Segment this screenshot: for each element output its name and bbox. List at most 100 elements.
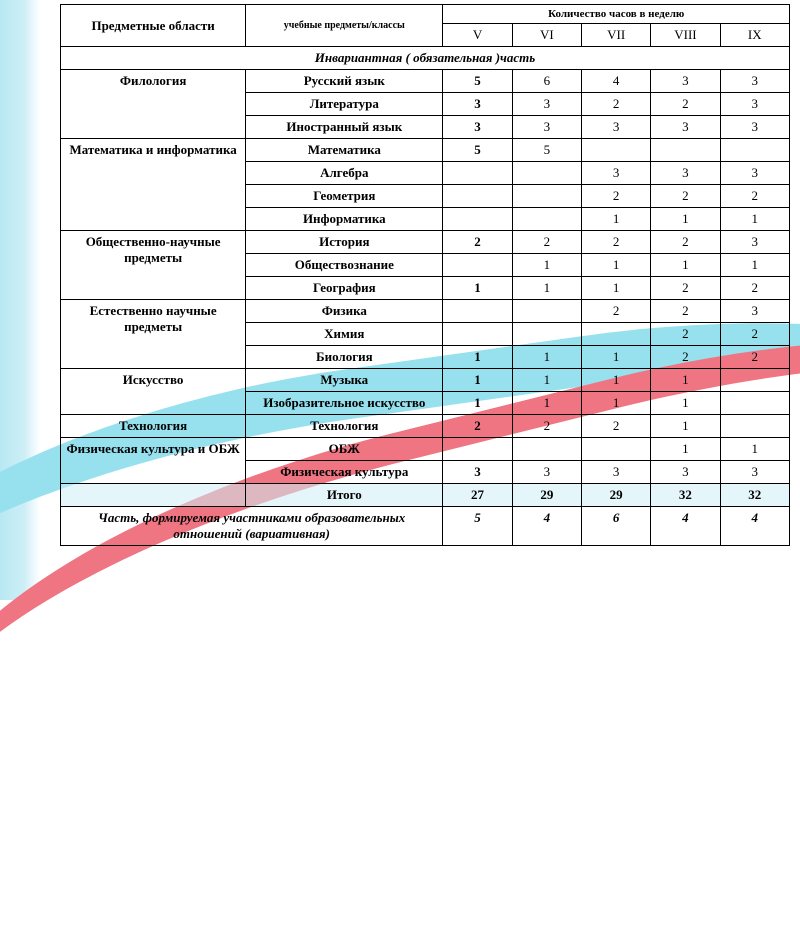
hours-cell: 3 [720, 300, 789, 323]
subject-cell: Физика [246, 300, 443, 323]
hours-cell [443, 208, 512, 231]
table-row: ФилологияРусский язык56433 [61, 70, 790, 93]
hours-cell: 2 [512, 415, 581, 438]
curriculum-table: Предметные областиучебные предметы/класс… [60, 4, 790, 546]
hours-cell: 1 [512, 369, 581, 392]
hours-cell: 2 [651, 93, 720, 116]
hours-cell: 1 [720, 254, 789, 277]
total-hours: 29 [512, 484, 581, 507]
hours-cell: 1 [581, 346, 650, 369]
hours-cell: 6 [512, 70, 581, 93]
variative-hours: 5 [443, 507, 512, 546]
hours-cell: 3 [720, 231, 789, 254]
hours-cell: 2 [720, 323, 789, 346]
hours-cell: 1 [512, 346, 581, 369]
subject-cell: Математика [246, 139, 443, 162]
hours-cell [443, 185, 512, 208]
hours-cell: 2 [651, 277, 720, 300]
area-cell: Математика и информатика [61, 139, 246, 231]
hours-cell: 2 [581, 415, 650, 438]
hours-cell [720, 139, 789, 162]
hours-cell [512, 438, 581, 461]
hours-cell [581, 139, 650, 162]
header-row-1: Предметные областиучебные предметы/класс… [61, 5, 790, 24]
hours-cell: 3 [581, 116, 650, 139]
subject-cell: Изобразительное искусство [246, 392, 443, 415]
area-cell: Филология [61, 70, 246, 139]
hours-cell: 1 [651, 438, 720, 461]
header-area: Предметные области [61, 5, 246, 47]
subject-cell: Обществознание [246, 254, 443, 277]
hours-cell: 2 [720, 277, 789, 300]
subject-cell: Русский язык [246, 70, 443, 93]
hours-cell: 3 [651, 116, 720, 139]
hours-cell: 2 [720, 346, 789, 369]
total-hours: 32 [720, 484, 789, 507]
hours-cell: 2 [581, 231, 650, 254]
subject-cell: Музыка [246, 369, 443, 392]
hours-cell: 2 [581, 300, 650, 323]
hours-cell: 2 [581, 93, 650, 116]
grade-col: V [443, 24, 512, 47]
hours-cell: 2 [651, 185, 720, 208]
hours-cell: 1 [581, 208, 650, 231]
variative-hours: 4 [720, 507, 789, 546]
hours-cell: 3 [443, 461, 512, 484]
hours-cell: 3 [512, 93, 581, 116]
total-area [61, 484, 246, 507]
area-cell: Технология [61, 415, 246, 438]
grade-col: VI [512, 24, 581, 47]
hours-cell: 2 [443, 415, 512, 438]
hours-cell: 3 [720, 93, 789, 116]
hours-cell: 5 [443, 70, 512, 93]
hours-cell: 1 [651, 254, 720, 277]
subject-cell: Литература [246, 93, 443, 116]
variative-hours: 6 [581, 507, 650, 546]
hours-cell [512, 185, 581, 208]
hours-cell: 3 [512, 116, 581, 139]
hours-cell [512, 162, 581, 185]
grade-col: VIII [651, 24, 720, 47]
hours-cell [720, 369, 789, 392]
hours-cell: 1 [443, 392, 512, 415]
section-invariant: Инвариантная ( обязательная )часть [61, 47, 790, 70]
variative-hours: 4 [651, 507, 720, 546]
hours-cell: 1 [512, 277, 581, 300]
hours-cell: 1 [651, 392, 720, 415]
hours-cell [651, 139, 720, 162]
header-hours: Количество часов в неделю [443, 5, 790, 24]
hours-cell: 4 [581, 70, 650, 93]
total-label: Итого [246, 484, 443, 507]
hours-cell [443, 300, 512, 323]
table-row: Общественно-научные предметыИстория22223 [61, 231, 790, 254]
hours-cell: 3 [581, 461, 650, 484]
header-subjects: учебные предметы/классы [246, 5, 443, 47]
table-row: Математика и информатикаМатематика55 [61, 139, 790, 162]
table-row: ТехнологияТехнология2221 [61, 415, 790, 438]
subject-cell: Биология [246, 346, 443, 369]
subject-cell: Информатика [246, 208, 443, 231]
hours-cell [720, 392, 789, 415]
hours-cell: 1 [443, 277, 512, 300]
hours-cell [512, 208, 581, 231]
subject-cell: Алгебра [246, 162, 443, 185]
hours-cell: 5 [443, 139, 512, 162]
variative-row: Часть, формируемая участниками образоват… [61, 507, 790, 546]
hours-cell [443, 323, 512, 346]
hours-cell [512, 300, 581, 323]
hours-cell: 2 [720, 185, 789, 208]
hours-cell: 2 [651, 231, 720, 254]
table-row: ИскусствоМузыка1111 [61, 369, 790, 392]
hours-cell: 2 [443, 231, 512, 254]
variative-label: Часть, формируемая участниками образоват… [61, 507, 443, 546]
grade-col: IX [720, 24, 789, 47]
hours-cell: 1 [581, 392, 650, 415]
hours-cell: 3 [720, 162, 789, 185]
area-cell: Общественно-научные предметы [61, 231, 246, 300]
grade-col: VII [581, 24, 650, 47]
total-hours: 29 [581, 484, 650, 507]
hours-cell: 3 [443, 116, 512, 139]
hours-cell: 2 [581, 185, 650, 208]
hours-cell [581, 323, 650, 346]
area-cell: Искусство [61, 369, 246, 415]
